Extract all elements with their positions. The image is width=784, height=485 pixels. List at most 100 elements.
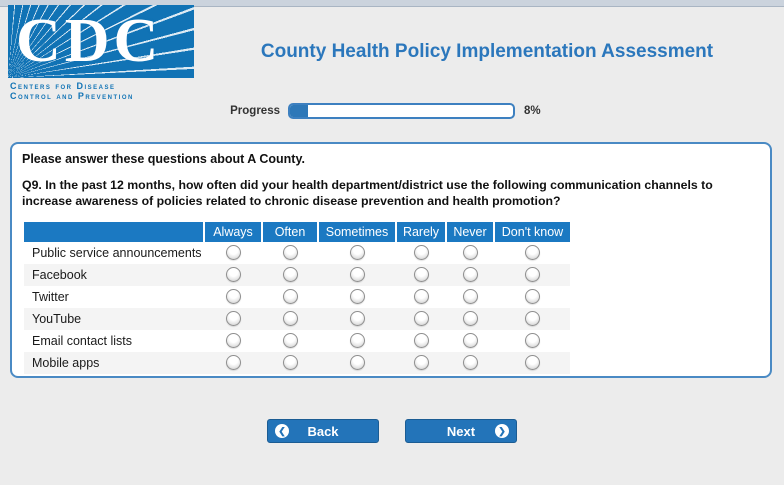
- radio-twitter-always[interactable]: [225, 289, 241, 305]
- matrix-header-row: Always Often Sometimes Rarely Never Don't kno…: [24, 222, 570, 242]
- radio-cell: [396, 264, 446, 286]
- radio-cell: [396, 242, 446, 264]
- radio-cell: [318, 352, 396, 374]
- radio-facebook-rarely[interactable]: [413, 267, 429, 283]
- next-button[interactable]: Next ❯: [405, 419, 517, 443]
- radio-cell: [494, 308, 570, 330]
- radio-youtube-don-t-know[interactable]: [524, 311, 540, 327]
- radio-cell: [396, 352, 446, 374]
- radio-mobile-apps-often[interactable]: [282, 355, 298, 371]
- radio-cell: [204, 242, 262, 264]
- table-row: Facebook: [24, 264, 570, 286]
- radio-email-contact-lists-sometimes[interactable]: [349, 333, 365, 349]
- radio-email-contact-lists-rarely[interactable]: [413, 333, 429, 349]
- radio-twitter-sometimes[interactable]: [349, 289, 365, 305]
- radio-cell: [318, 330, 396, 352]
- radio-cell: [204, 330, 262, 352]
- radio-youtube-rarely[interactable]: [413, 311, 429, 327]
- radio-cell: [494, 352, 570, 374]
- next-button-label: Next: [446, 423, 476, 439]
- radio-mobile-apps-rarely[interactable]: [413, 355, 429, 371]
- cdc-logo-caption-line2: Control and Prevention: [10, 91, 134, 101]
- radio-cell: [262, 352, 318, 374]
- radio-cell: [494, 264, 570, 286]
- radio-public-service-announcements-always[interactable]: [225, 245, 241, 261]
- row-label-twitter: Twitter: [32, 290, 69, 304]
- radio-public-service-announcements-often[interactable]: [282, 245, 298, 261]
- radio-cell: [262, 264, 318, 286]
- row-label-mobile-apps: Mobile apps: [32, 356, 100, 370]
- radio-cell: [446, 286, 494, 308]
- radio-youtube-always[interactable]: [225, 311, 241, 327]
- table-row: Public service announcements: [24, 242, 570, 264]
- radio-youtube-never[interactable]: [462, 311, 478, 327]
- radio-cell: [204, 264, 262, 286]
- radio-mobile-apps-don-t-know[interactable]: [524, 355, 540, 371]
- question-number: Q9.: [22, 178, 42, 192]
- progress-value: 8%: [524, 105, 541, 117]
- row-label-email-contact-lists: Email contact lists: [32, 334, 133, 348]
- question-intro: Please answer these questions about A Co…: [22, 152, 305, 166]
- column-header-sometimes: Sometimes: [317, 222, 396, 242]
- radio-cell: [396, 308, 446, 330]
- radio-cell: [262, 308, 318, 330]
- matrix-table: Always Often Sometimes Rarely Never Don't kno…: [24, 222, 570, 374]
- radio-email-contact-lists-often[interactable]: [282, 333, 298, 349]
- matrix-body: Public service announcements Facebook Twit…: [24, 242, 570, 374]
- radio-facebook-don-t-know[interactable]: [524, 267, 540, 283]
- radio-email-contact-lists-always[interactable]: [225, 333, 241, 349]
- radio-twitter-don-t-know[interactable]: [524, 289, 540, 305]
- chevron-left-icon: ❮: [275, 424, 289, 438]
- row-label-public-service-announcements: Public service announcements: [32, 246, 202, 260]
- radio-public-service-announcements-sometimes[interactable]: [349, 245, 365, 261]
- radio-cell: [318, 242, 396, 264]
- radio-email-contact-lists-don-t-know[interactable]: [524, 333, 540, 349]
- radio-cell: [318, 264, 396, 286]
- progress-bar: [288, 103, 515, 119]
- table-row: YouTube: [24, 308, 570, 330]
- radio-mobile-apps-sometimes[interactable]: [349, 355, 365, 371]
- radio-public-service-announcements-never[interactable]: [462, 245, 478, 261]
- radio-facebook-always[interactable]: [225, 267, 241, 283]
- radio-cell: [494, 286, 570, 308]
- radio-mobile-apps-never[interactable]: [462, 355, 478, 371]
- cdc-logo-caption-line1: Centers for Disease: [10, 81, 116, 91]
- row-label-youtube: YouTube: [32, 312, 82, 326]
- radio-cell: [494, 330, 570, 352]
- radio-twitter-never[interactable]: [462, 289, 478, 305]
- table-row: Email contact lists: [24, 330, 570, 352]
- matrix-corner-cell: [24, 222, 204, 242]
- radio-twitter-rarely[interactable]: [413, 289, 429, 305]
- radio-facebook-often[interactable]: [282, 267, 298, 283]
- column-header-don-t-know: Don't know: [493, 222, 570, 242]
- window-top-strip: [0, 0, 784, 7]
- column-header-never: Never: [445, 222, 494, 242]
- radio-public-service-announcements-don-t-know[interactable]: [524, 245, 540, 261]
- radio-cell: [446, 352, 494, 374]
- cdc-logo: CDC Centers for Disease Control and Prev…: [8, 5, 198, 101]
- radio-cell: [204, 286, 262, 308]
- progress-fill: [290, 105, 308, 117]
- radio-email-contact-lists-never[interactable]: [462, 333, 478, 349]
- nav-buttons: ❮ Back Next ❯: [0, 419, 784, 443]
- radio-cell: [318, 308, 396, 330]
- radio-twitter-often[interactable]: [282, 289, 298, 305]
- radio-cell: [262, 242, 318, 264]
- back-button[interactable]: ❮ Back: [267, 419, 379, 443]
- radio-facebook-sometimes[interactable]: [349, 267, 365, 283]
- progress-label: Progress: [230, 105, 280, 117]
- radio-cell: [204, 352, 262, 374]
- question-panel: Please answer these questions about A Co…: [10, 142, 772, 378]
- radio-facebook-never[interactable]: [462, 267, 478, 283]
- cdc-logo-acronym: CDC: [16, 6, 163, 75]
- radio-youtube-often[interactable]: [282, 311, 298, 327]
- radio-cell: [204, 308, 262, 330]
- radio-cell: [446, 308, 494, 330]
- radio-cell: [446, 242, 494, 264]
- question-text: Q9. In the past 12 months, how often did…: [22, 177, 764, 209]
- radio-youtube-sometimes[interactable]: [349, 311, 365, 327]
- table-row: Twitter: [24, 286, 570, 308]
- radio-mobile-apps-always[interactable]: [225, 355, 241, 371]
- radio-public-service-announcements-rarely[interactable]: [413, 245, 429, 261]
- radio-cell: [318, 286, 396, 308]
